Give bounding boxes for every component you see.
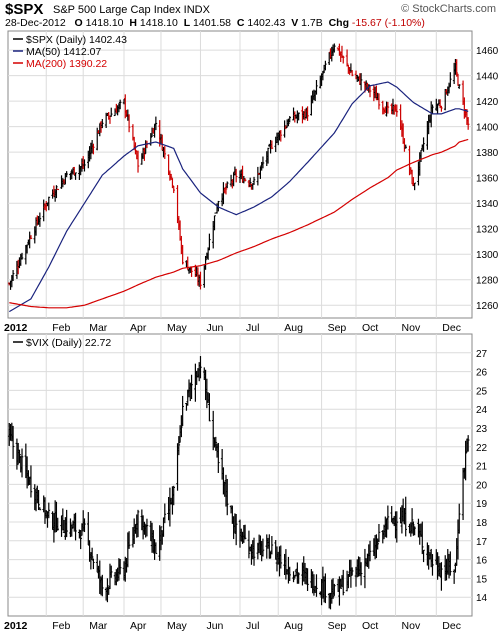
spx-x-tick-label: Nov	[402, 322, 421, 334]
vix-y-tick-label: 15	[476, 574, 488, 585]
spx-x-tick-label: Feb	[52, 322, 70, 334]
ma50-line	[8, 81, 469, 313]
vix-x-tick-label: May	[167, 620, 188, 632]
spx-x-tick-label: 2012	[4, 322, 28, 334]
quote-date: 28-Dec-2012	[5, 17, 66, 29]
low-label: L	[183, 17, 191, 29]
chart-name: S&P 500 Large Cap Index INDX	[53, 4, 210, 16]
vix-legend-label: $VIX (Daily) 22.72	[26, 337, 111, 349]
spx-y-tick-label: 1340	[476, 199, 499, 210]
spx-y-tick-label: 1440	[476, 72, 499, 83]
vix-x-tick-label: Dec	[442, 620, 461, 632]
vix-y-tick-label: 14	[476, 593, 488, 604]
low-value: 1401.58	[193, 17, 232, 29]
volume-label: V	[291, 17, 299, 29]
vix-y-tick-label: 17	[476, 537, 488, 548]
spx-x-tick-label: Apr	[130, 322, 147, 334]
spx-y-tick-label: 1460	[476, 46, 499, 57]
spx-y-tick-label: 1400	[476, 123, 499, 134]
spx-x-tick-label: Mar	[89, 322, 108, 334]
vix-y-tick-label: 24	[476, 405, 488, 416]
spx-x-tick-label: May	[167, 322, 188, 334]
vix-y-tick-label: 19	[476, 499, 488, 510]
vix-x-tick-label: Oct	[362, 620, 378, 632]
spx-x-tick-label: Oct	[362, 322, 378, 334]
spx-y-tick-label: 1420	[476, 97, 499, 108]
spx-y-tick-label: 1300	[476, 250, 499, 261]
spx-x-tick-label: Sep	[328, 322, 347, 334]
vix-x-tick-label: Sep	[328, 620, 347, 632]
volume-value: 1.7B	[301, 17, 323, 29]
close-label: C	[236, 17, 245, 29]
vix-x-tick-label: Jun	[206, 620, 223, 632]
spx-legend-label: $SPX (Daily) 1402.43	[26, 34, 127, 46]
vix-y-tick-label: 16	[476, 556, 488, 567]
change-label: Chg	[328, 17, 349, 29]
change-value: -15.67 (-1.10%)	[351, 17, 425, 29]
brand-logo[interactable]: © StockCharts.com	[401, 3, 496, 15]
spx-x-tick-label: Jun	[206, 322, 223, 334]
spx-x-tick-label: Dec	[442, 322, 461, 334]
quote-line: 28-Dec-2012 O 1418.10 H 1418.10 L 1401.5…	[5, 17, 497, 29]
vix-y-tick-label: 27	[476, 349, 488, 360]
vix-x-tick-label: Nov	[402, 620, 421, 632]
vix-x-tick-label: Aug	[284, 620, 303, 632]
vix-y-tick-label: 21	[476, 462, 488, 473]
vix-y-tick-label: 22	[476, 443, 488, 454]
vix-x-tick-label: Jul	[246, 620, 259, 632]
vix-x-tick-label: Feb	[52, 620, 70, 632]
spx-y-tick-label: 1320	[476, 225, 499, 236]
chart-symbol: $SPX	[5, 1, 44, 18]
vix-x-tick-label: Apr	[130, 620, 147, 632]
high-value: 1418.10	[139, 17, 178, 29]
spx-y-tick-label: 1260	[476, 301, 499, 312]
spx-y-tick-label: 1380	[476, 148, 499, 159]
close-value: 1402.43	[247, 17, 286, 29]
ma200-line	[9, 138, 469, 309]
vix-x-tick-label: 2012	[4, 620, 28, 632]
spx-y-tick-label: 1360	[476, 174, 499, 185]
vix-y-tick-label: 25	[476, 386, 488, 397]
high-label: H	[129, 17, 137, 29]
spx-x-tick-label: Aug	[284, 322, 303, 334]
spx-x-tick-label: Jul	[246, 322, 259, 334]
vix-y-tick-label: 23	[476, 424, 488, 435]
open-value: 1418.10	[85, 17, 124, 29]
open-label: O	[74, 17, 83, 29]
spx-y-tick-label: 1280	[476, 276, 499, 287]
vix-y-tick-label: 18	[476, 518, 488, 529]
spx-legend-label: MA(200) 1390.22	[26, 58, 107, 70]
vix-x-tick-label: Mar	[89, 620, 108, 632]
spx-legend-label: MA(50) 1412.07	[26, 46, 101, 58]
vix-y-tick-label: 20	[476, 480, 488, 491]
vix-y-tick-label: 26	[476, 368, 488, 379]
